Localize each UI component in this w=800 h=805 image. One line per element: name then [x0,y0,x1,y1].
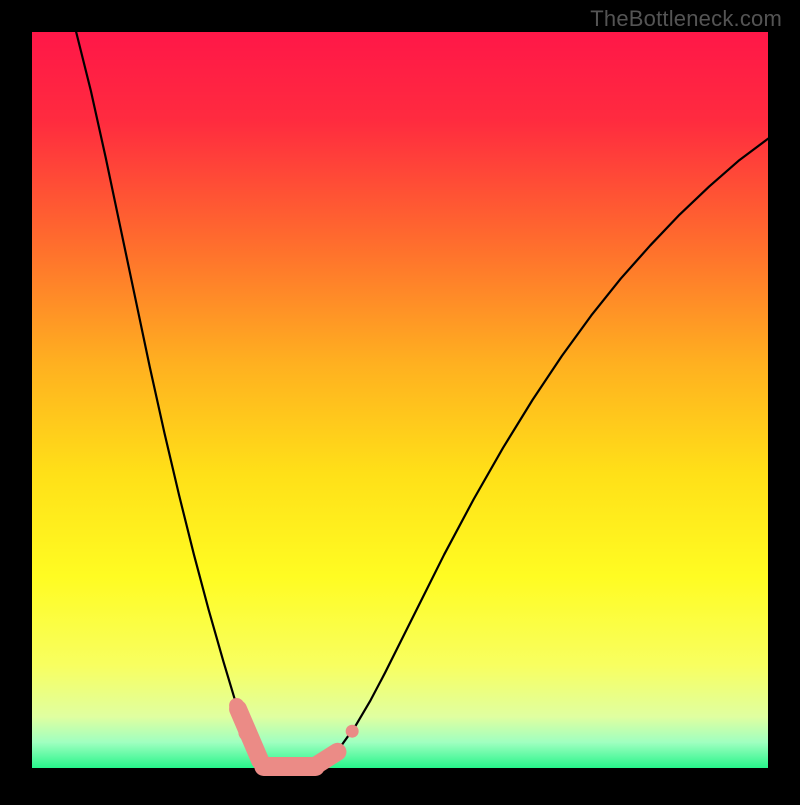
plot-background [32,32,768,768]
bottleneck-chart [0,0,800,800]
chart-container [0,0,800,800]
watermark-text: TheBottleneck.com [590,6,782,32]
